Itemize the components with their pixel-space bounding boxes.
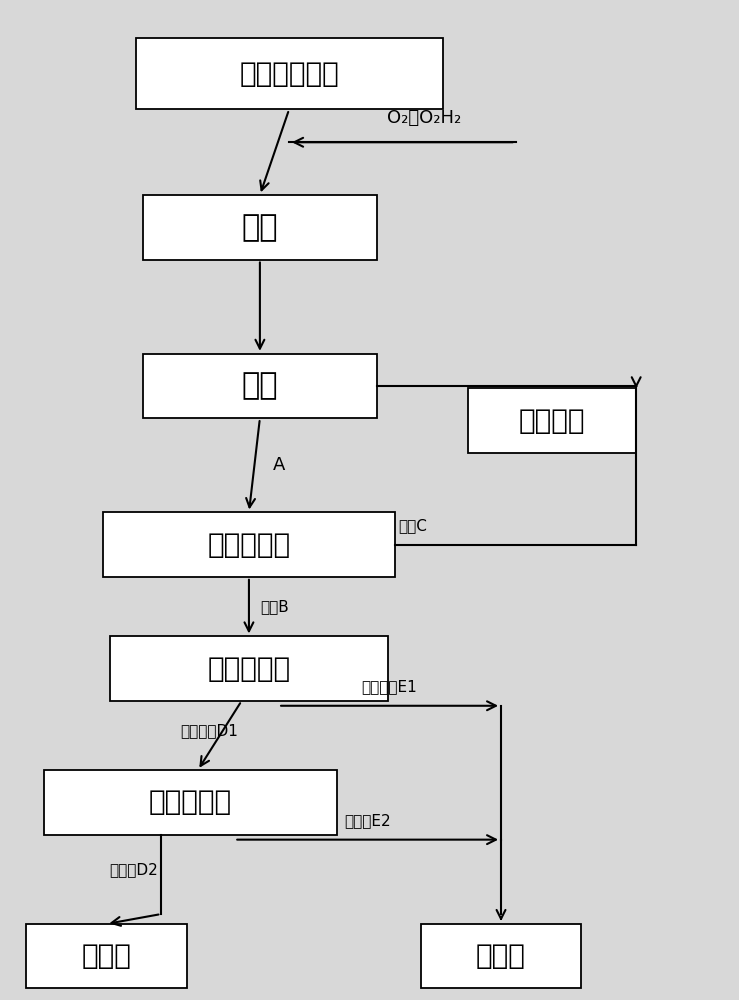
Text: A: A <box>273 456 285 474</box>
Bar <box>143 354 377 418</box>
Text: 钒鑂磁铁精矿: 钒鑂磁铁精矿 <box>239 60 339 88</box>
Text: 二磁精D2: 二磁精D2 <box>109 862 157 877</box>
Text: 磁选尾矿E1: 磁选尾矿E1 <box>361 679 418 694</box>
Text: O₂或O₂H₂: O₂或O₂H₂ <box>387 109 461 127</box>
Bar <box>110 636 388 701</box>
Bar <box>44 770 337 835</box>
Bar <box>468 388 636 453</box>
Text: 沉沙B: 沉沙B <box>260 599 289 614</box>
Text: 旋流器分级: 旋流器分级 <box>208 531 290 559</box>
Text: 鑂精矿: 鑂精矿 <box>476 942 526 970</box>
Bar <box>103 512 395 577</box>
Text: 筒式磁选机: 筒式磁选机 <box>149 788 232 816</box>
Text: 过滤: 过滤 <box>242 371 278 400</box>
Bar <box>136 38 443 109</box>
Text: 碱浸: 碱浸 <box>242 213 278 242</box>
Text: 二磁尾E2: 二磁尾E2 <box>344 813 391 828</box>
Text: 铁精矿: 铁精矿 <box>81 942 132 970</box>
Bar <box>26 924 187 988</box>
Text: 回收利用: 回收利用 <box>519 407 585 435</box>
Text: 磁选精矿D1: 磁选精矿D1 <box>180 723 238 738</box>
Text: 溢流C: 溢流C <box>399 518 428 533</box>
Bar <box>420 924 582 988</box>
Bar <box>143 195 377 260</box>
Text: 磁力脱水槽: 磁力脱水槽 <box>208 655 290 683</box>
